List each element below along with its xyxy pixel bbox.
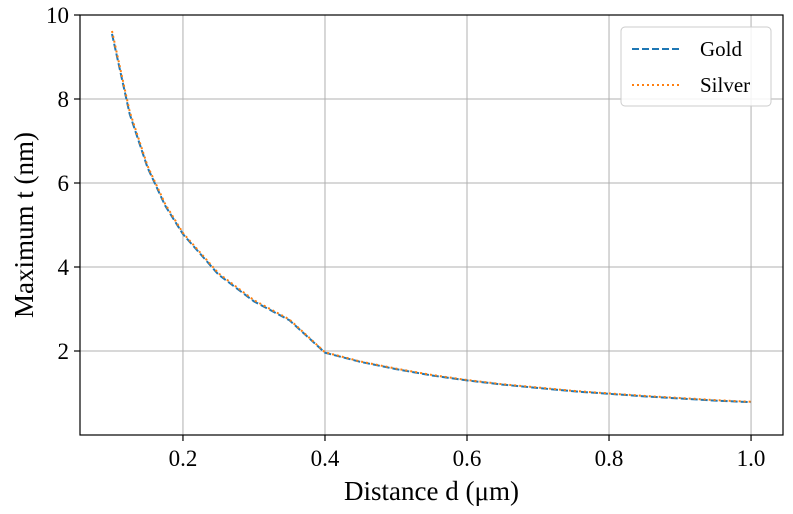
series-layer	[111, 30, 752, 404]
y-tick-label: 4	[58, 255, 70, 280]
y-tick-label: 10	[46, 3, 69, 28]
legend-label-silver: Silver	[700, 73, 750, 97]
y-tick-label: 6	[58, 171, 70, 196]
legend-label-gold: Gold	[700, 37, 743, 61]
y-tick-label: 2	[58, 339, 70, 364]
plot-frame	[79, 14, 784, 436]
series-line-silver	[111, 30, 752, 403]
y-axis-label: Maximum t (nm)	[9, 132, 39, 318]
x-tick-label: 0.8	[595, 446, 624, 471]
x-tick-label: 0.4	[311, 446, 340, 471]
axis-ticks: 0.2 0.4 0.6 0.8 1.0 2 4 6 8 10	[46, 3, 765, 471]
legend: Gold Silver	[620, 26, 772, 107]
x-axis-label: Distance d (μm)	[344, 476, 519, 506]
x-tick-label: 0.6	[453, 446, 482, 471]
legend-box	[620, 26, 772, 107]
y-tick-label: 8	[58, 87, 70, 112]
x-tick-label: 1.0	[737, 446, 766, 471]
x-tick-label: 0.2	[169, 446, 198, 471]
